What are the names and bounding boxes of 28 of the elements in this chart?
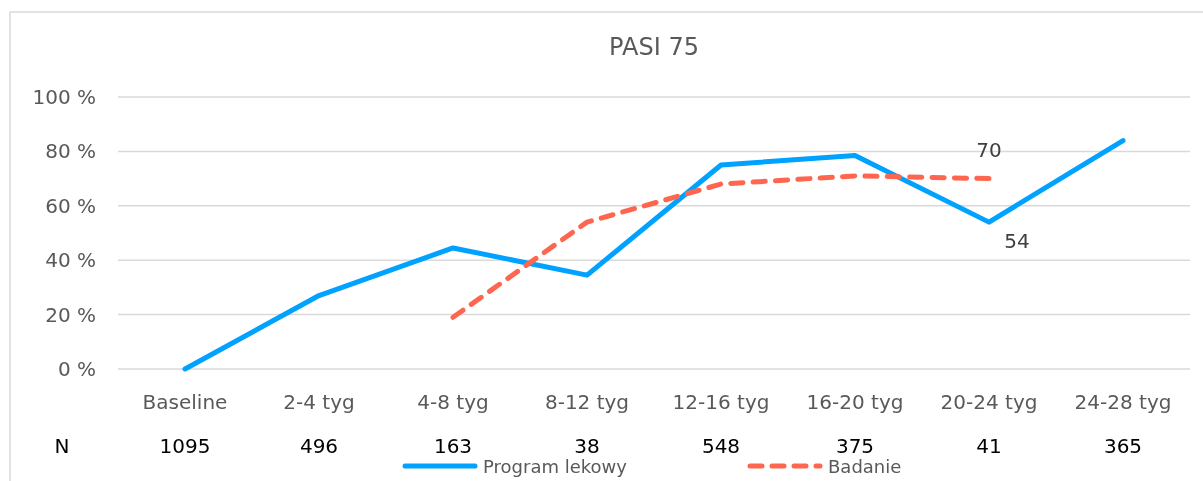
text: 496 [299, 434, 339, 458]
text: 163 [433, 434, 473, 458]
y-tick-label: 100 % [32, 85, 96, 109]
x-tick-label: 2-4 tyg [283, 390, 355, 414]
text: 548 [701, 434, 741, 458]
x-tick-label: 20-24 tyg [940, 390, 1038, 414]
text: 41 [976, 434, 1002, 458]
legend-label: Badanie [828, 456, 902, 477]
text: 1095 [159, 434, 211, 458]
text: 365 [1103, 434, 1143, 458]
chart-title: PASI 75 [609, 33, 699, 61]
x-tick-label: 16-20 tyg [806, 390, 904, 414]
x-tick-label: 8-12 tyg [544, 390, 630, 414]
y-tick-label: 60 % [45, 193, 96, 218]
y-tick-label: 0 % [57, 357, 96, 381]
x-tick-label: 24-28 tyg [1074, 390, 1172, 414]
x-tick-label: 4-8 tyg [417, 390, 489, 414]
data-label: 54 [1004, 229, 1030, 254]
y-tick-label: 40 % [45, 248, 96, 273]
y-tick-label: 80 % [45, 139, 96, 164]
x-tick-label: Baseline [142, 390, 228, 414]
text: 375 [835, 434, 875, 458]
data-label: 70 [976, 137, 1002, 162]
text: 38 [574, 434, 600, 458]
legend-label: Program lekowy [483, 456, 628, 477]
x-tick-label: 12-16 tyg [672, 390, 770, 414]
text: N [54, 434, 70, 458]
y-tick-label: 20 % [45, 302, 96, 327]
